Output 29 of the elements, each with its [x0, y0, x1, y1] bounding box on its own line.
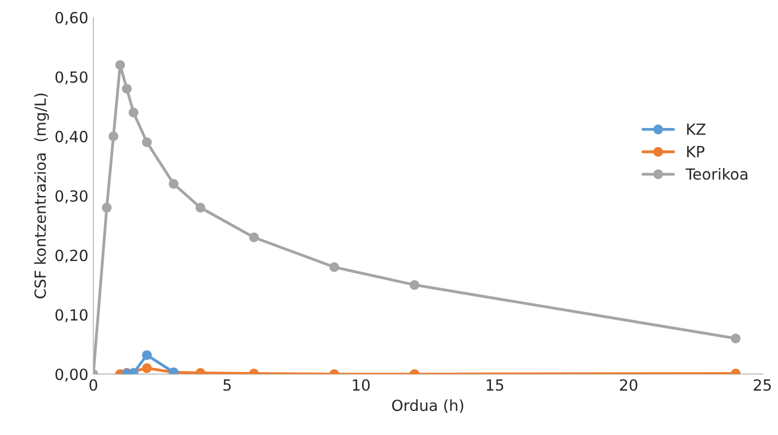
- point: [329, 262, 340, 272]
- legend-label: Teorikoa: [686, 168, 748, 180]
- y-tick-label: 0,20: [55, 250, 88, 263]
- point: [128, 108, 138, 118]
- point: [115, 60, 125, 70]
- x-tick-label: 0: [90, 379, 98, 391]
- x-tick-label: 10: [352, 379, 370, 391]
- point: [142, 137, 152, 148]
- point: [168, 179, 179, 189]
- y-tick-label: 0,50: [55, 71, 88, 84]
- point: [108, 131, 118, 142]
- y-tick-label: 0,60: [55, 12, 88, 25]
- y-tick-label: 0,10: [55, 309, 88, 322]
- y-tick-label: 0,40: [55, 130, 88, 144]
- x-tick-label: 5: [223, 379, 231, 391]
- y-tick-label: 0,30: [55, 190, 88, 204]
- legend-label: KP: [687, 146, 704, 158]
- y-axis-title: CSF kontzentrazioa (mg/L): [34, 94, 49, 298]
- x-axis-title: Ordua (h): [392, 399, 464, 413]
- x-tick-label: 15: [486, 379, 504, 391]
- y-tick-label: 0,00: [55, 368, 88, 382]
- legend-label: KZ: [687, 124, 706, 135]
- point: [102, 202, 112, 212]
- x-tick-label: 20: [620, 379, 638, 391]
- point: [410, 280, 420, 290]
- x-tick-label: 25: [754, 379, 771, 391]
- point: [196, 202, 206, 212]
- point: [249, 232, 259, 242]
- point: [122, 84, 132, 94]
